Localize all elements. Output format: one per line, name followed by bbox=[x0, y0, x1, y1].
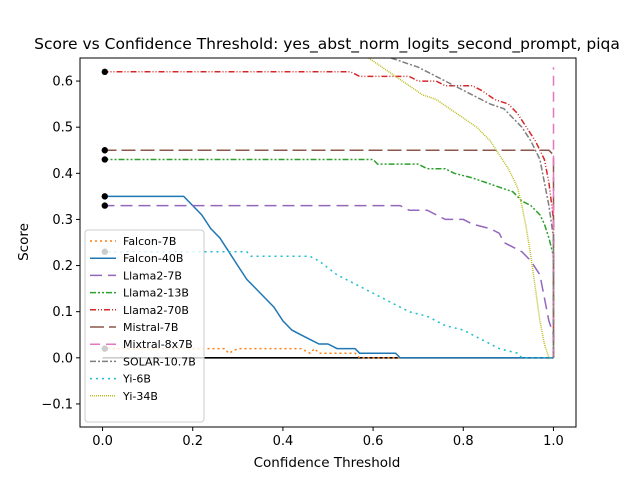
x-tick-label: 0.2 bbox=[182, 434, 203, 449]
y-tick-label: 0.4 bbox=[52, 167, 73, 182]
series-line-llama2-7b bbox=[102, 204, 555, 358]
start-point-marker bbox=[101, 193, 109, 200]
legend-box bbox=[84, 229, 205, 423]
series-line-llama2-13b bbox=[102, 158, 555, 358]
chart-title: Score vs Confidence Threshold: yes_abst_… bbox=[34, 35, 620, 54]
x-axis: 0.0 0.2 0.4 0.6 0.8 1.0 bbox=[92, 427, 564, 449]
y-tick-label: 0.2 bbox=[52, 259, 73, 274]
series-line-falcon-40b bbox=[102, 195, 554, 359]
x-tick-label: 0.0 bbox=[92, 434, 113, 449]
start-point-marker bbox=[101, 68, 109, 76]
series-line-llama2-70b bbox=[102, 71, 555, 358]
start-point-marker bbox=[101, 156, 109, 163]
y-tick-label: 0.6 bbox=[52, 75, 73, 90]
y-axis-label: Score bbox=[16, 223, 32, 261]
y-tick-label: 0.1 bbox=[52, 305, 73, 320]
series-line-solar-10-7b bbox=[390, 58, 555, 358]
y-axis: −0.1 0.0 0.1 0.2 0.3 0.4 0.5 0.6 bbox=[41, 75, 80, 412]
plot-area bbox=[79, 57, 577, 428]
legend-label: SOLAR-10.7B bbox=[123, 355, 196, 368]
legend-label: Yi-6B bbox=[122, 373, 151, 386]
start-point-marker bbox=[101, 147, 109, 154]
legend-label: Yi-34B bbox=[122, 390, 158, 403]
legend-label: Llama2-70B bbox=[123, 304, 189, 317]
x-tick-label: 0.4 bbox=[273, 434, 294, 449]
y-tick-label: 0.0 bbox=[52, 351, 73, 366]
legend-label: Llama2-7B bbox=[123, 269, 182, 282]
series-line-yi-34b bbox=[368, 58, 550, 359]
legend-label: Llama2-13B bbox=[123, 287, 189, 300]
legend-label: Mistral-7B bbox=[123, 321, 178, 334]
series-line-yi-6b bbox=[102, 250, 554, 359]
y-tick-label: −0.1 bbox=[41, 397, 73, 412]
legend-label: Falcon-40B bbox=[123, 252, 183, 265]
legend: Falcon-7B Falcon-40B Llama2-7B Llama2-13B Ll… bbox=[84, 229, 205, 423]
y-tick-label: 0.3 bbox=[52, 213, 73, 228]
x-tick-label: 0.6 bbox=[363, 434, 384, 449]
plot-frame bbox=[79, 57, 577, 428]
legend-label: Falcon-7B bbox=[123, 235, 176, 248]
x-tick-label: 0.8 bbox=[453, 434, 474, 449]
legend-label: Mixtral-8x7B bbox=[123, 338, 193, 351]
start-point-marker bbox=[101, 202, 109, 209]
x-tick-label: 1.0 bbox=[543, 434, 564, 449]
y-tick-label: 0.5 bbox=[52, 121, 73, 136]
series-line-falcon-7b bbox=[102, 347, 554, 359]
x-axis-label: Confidence Threshold bbox=[254, 455, 401, 471]
